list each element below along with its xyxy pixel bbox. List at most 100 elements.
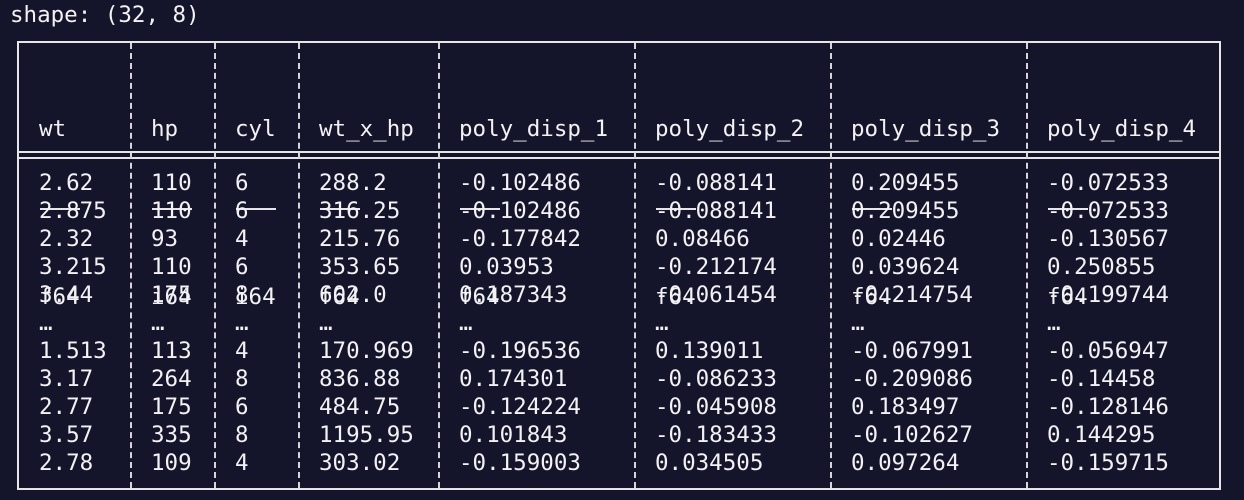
column-dtype: f64 bbox=[851, 284, 892, 310]
column-dtype: f64 bbox=[655, 284, 696, 310]
table-cell: -0.214754 bbox=[851, 282, 973, 308]
table-cell: 3.44 bbox=[39, 282, 94, 308]
column-cells: 2.62 2.875 2.32 3.215 3.44… 1.513 3.17 2.77 3.57… bbox=[39, 169, 107, 477]
table-cell: 1.513 bbox=[39, 338, 107, 364]
column-dtype: f64 bbox=[459, 284, 500, 310]
table-cell: … bbox=[151, 310, 165, 336]
table-cell: 6 bbox=[235, 394, 249, 420]
table-cell: -0.212174 bbox=[655, 254, 777, 280]
table-cell: -0.045908 bbox=[655, 394, 777, 420]
dataframe-table: wt f64 2.62 2.875 2.32 3.215 3.44… 1.513 3.17 2… bbox=[17, 41, 1221, 490]
column-name: hp bbox=[151, 116, 179, 142]
table-cell: -0.102486 bbox=[459, 198, 581, 224]
table-cell: 113 bbox=[151, 338, 192, 364]
table-cell: 0.08466 bbox=[655, 226, 750, 252]
table-cell: … bbox=[459, 310, 473, 336]
table-cell: … bbox=[1047, 310, 1061, 336]
column-name: wt_x_hp bbox=[319, 116, 414, 142]
table-cell: -0.196536 bbox=[459, 338, 581, 364]
column-cells: 0.209455 0.209455 0.02446 0.039624 -0.214754… bbox=[851, 169, 973, 477]
table-cell: 6 bbox=[235, 198, 249, 224]
table-cell: 175 bbox=[151, 394, 192, 420]
column-header: poly_disp_3 f64 bbox=[851, 59, 1000, 367]
column-dtype: i64 bbox=[151, 284, 192, 310]
header-dash bbox=[851, 199, 1000, 227]
column-header: poly_disp_1 f64 bbox=[459, 59, 608, 367]
table-cell: 110 bbox=[151, 170, 192, 196]
table-cell: 303.02 bbox=[319, 450, 401, 476]
column-divider bbox=[298, 43, 300, 488]
table-cell: 3.17 bbox=[39, 366, 94, 392]
table-cell: 6 bbox=[235, 254, 249, 280]
table-cell: 0.144295 bbox=[1047, 422, 1156, 448]
table-cell: 0.209455 bbox=[851, 170, 960, 196]
table-cell: 110 bbox=[151, 198, 192, 224]
column-cells: 110 110 93 110 175… 113 264 175 335 109 bbox=[151, 169, 192, 477]
table-cell: … bbox=[655, 310, 669, 336]
table-cell: 4 bbox=[235, 338, 249, 364]
column-divider bbox=[830, 43, 832, 488]
table-cell: 215.76 bbox=[319, 226, 401, 252]
table-cell: 8 bbox=[235, 422, 249, 448]
header-dash bbox=[655, 199, 804, 227]
table-cell: 2.875 bbox=[39, 198, 107, 224]
header-divider bbox=[19, 151, 1219, 159]
column-divider bbox=[634, 43, 636, 488]
column-header: cyl i64 bbox=[235, 59, 316, 367]
table-cell: … bbox=[39, 310, 53, 336]
table-cell: 0.101843 bbox=[459, 422, 568, 448]
column-header: poly_disp_4 f64 bbox=[1047, 59, 1196, 367]
table-cell: 110 bbox=[151, 254, 192, 280]
table-cell: … bbox=[319, 310, 333, 336]
table-cell: -0.128146 bbox=[1047, 394, 1169, 420]
table-cell: -0.088141 bbox=[655, 170, 777, 196]
table-cell: 602.0 bbox=[319, 282, 387, 308]
column-name: wt bbox=[39, 116, 67, 142]
column-header: wt f64 bbox=[39, 59, 120, 367]
column-name: poly_disp_1 bbox=[459, 116, 609, 142]
column-header: wt_x_hp f64 bbox=[319, 59, 414, 367]
table-cell: 0.039624 bbox=[851, 254, 960, 280]
table-cell: 2.77 bbox=[39, 394, 94, 420]
column-divider bbox=[438, 43, 440, 488]
table-cell: 264 bbox=[151, 366, 192, 392]
table-cell: 0.139011 bbox=[655, 338, 764, 364]
table-cell: … bbox=[235, 310, 249, 336]
table-cell: -0.056947 bbox=[1047, 338, 1169, 364]
shape-label: shape: (32, 8) bbox=[10, 2, 200, 28]
table-cell: -0.067991 bbox=[851, 338, 973, 364]
header-dash bbox=[235, 199, 316, 227]
table-cell: 484.75 bbox=[319, 394, 401, 420]
table-cell: 0.183497 bbox=[851, 394, 960, 420]
table-cell: 170.969 bbox=[319, 338, 414, 364]
table-cell: 0.097264 bbox=[851, 450, 960, 476]
table-cell: -0.130567 bbox=[1047, 226, 1169, 252]
table-cell: -0.072533 bbox=[1047, 170, 1169, 196]
table-cell: -0.124224 bbox=[459, 394, 581, 420]
table-cell: -0.183433 bbox=[655, 422, 777, 448]
column-cells: 6 6 4 6 8… 4 8 6 8 4 bbox=[235, 169, 249, 477]
table-cell: 93 bbox=[151, 226, 179, 252]
table-cell: 316.25 bbox=[319, 198, 401, 224]
column-name: poly_disp_4 bbox=[1047, 116, 1197, 142]
column-dtype: f64 bbox=[39, 284, 80, 310]
table-cell: 109 bbox=[151, 450, 192, 476]
table-cell: 1195.95 bbox=[319, 422, 414, 448]
table-cell: -0.102627 bbox=[851, 422, 973, 448]
table-cell: … bbox=[851, 310, 865, 336]
table-cell: -0.061454 bbox=[655, 282, 777, 308]
table-cell: 0.034505 bbox=[655, 450, 764, 476]
table-cell: 3.215 bbox=[39, 254, 107, 280]
table-cell: -0.159715 bbox=[1047, 450, 1169, 476]
table-cell: -0.102486 bbox=[459, 170, 581, 196]
table-cell: 0.209455 bbox=[851, 198, 960, 224]
table-cell: 4 bbox=[235, 226, 249, 252]
table-cell: 2.32 bbox=[39, 226, 94, 252]
table-cell: 8 bbox=[235, 366, 249, 392]
table-cell: 2.62 bbox=[39, 170, 94, 196]
table-cell: -0.209086 bbox=[851, 366, 973, 392]
table-cell: 0.187343 bbox=[459, 282, 568, 308]
header-dash bbox=[459, 199, 608, 227]
column-cells: -0.102486 -0.102486 -0.177842 0.03953 0.1873… bbox=[459, 169, 581, 477]
table-cell: 8 bbox=[235, 282, 249, 308]
